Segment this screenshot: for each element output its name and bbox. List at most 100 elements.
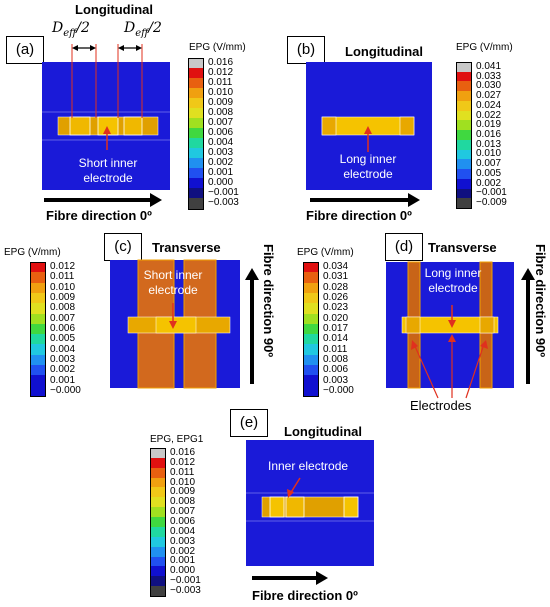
legend-swatch xyxy=(456,110,472,121)
legend-swatch xyxy=(30,272,46,284)
legend-tick-label: 0.006 xyxy=(50,323,76,334)
annotation-c: Short inner electrode xyxy=(143,268,203,297)
legend-swatch xyxy=(150,448,166,460)
legend-swatch xyxy=(456,130,472,141)
legend-tick-label: 0.013 xyxy=(476,138,502,150)
legend-tick-label: 0.010 xyxy=(208,87,234,98)
legend-swatch xyxy=(150,507,166,518)
legend-title-b: EPG (V/mm) xyxy=(456,42,513,53)
legend-tick-label: 0.001 xyxy=(208,167,234,178)
legend-swatch xyxy=(150,467,166,479)
legend-swatch xyxy=(456,169,472,180)
annotation-b: Long inner electrode xyxy=(339,152,397,181)
panel-label-a: (a) xyxy=(6,36,44,64)
legend-swatch xyxy=(150,517,166,528)
legend-tick-label: 0.007 xyxy=(50,312,76,324)
legend-tick-label: 0.007 xyxy=(476,158,502,170)
legend-tick-label: 0.002 xyxy=(50,364,76,376)
legend-title-d: EPG (V/mm) xyxy=(297,247,354,258)
legend-swatch xyxy=(150,536,166,548)
legend-swatch xyxy=(188,168,204,179)
legend-tick-label: −0.000 xyxy=(50,384,81,396)
legend-swatch xyxy=(150,566,166,577)
legend-swatch xyxy=(188,68,204,79)
legend-swatch xyxy=(30,375,46,387)
legend-swatch xyxy=(303,292,319,304)
legend-swatch xyxy=(456,198,472,210)
legend-tick-label: 0.026 xyxy=(323,292,349,304)
legend-tick-label: 0.003 xyxy=(208,147,234,158)
legend-tick-label: −0.000 xyxy=(323,384,354,396)
legend-swatch xyxy=(188,178,204,189)
legend-swatch xyxy=(188,138,204,149)
legend-swatch xyxy=(303,262,319,274)
legend-tick-label: 0.008 xyxy=(208,107,234,118)
legend-tick-label: 0.016 xyxy=(208,57,234,68)
legend-swatch xyxy=(150,576,166,587)
panel-label-d: (d) xyxy=(385,233,423,261)
legend-swatch xyxy=(456,91,472,102)
legend-swatch xyxy=(30,365,46,376)
legend-tick-label: 0.002 xyxy=(208,157,234,168)
legend-swatch xyxy=(150,477,166,488)
legend-swatch xyxy=(150,556,166,567)
legend-tick-label: 0.001 xyxy=(170,555,196,567)
legend-tick-label: 0.030 xyxy=(476,80,502,92)
legend-tick-label: 0.010 xyxy=(170,476,196,488)
deff-label-left: Deff/2 xyxy=(52,20,90,39)
legend-swatch xyxy=(150,497,166,508)
legend-tick-label: 0.012 xyxy=(170,456,196,468)
legend-tick-label: 0.006 xyxy=(323,364,349,376)
legend-tick-label: 0.027 xyxy=(476,90,502,102)
annotation-a: Short inner electrode xyxy=(78,156,138,185)
annotation-e: Inner electrode xyxy=(268,459,349,473)
legend-tick-label: −0.003 xyxy=(170,585,201,597)
legend-tick-label: 0.011 xyxy=(323,343,348,355)
legend-swatch xyxy=(303,375,319,387)
legend-tick-label: 0.016 xyxy=(476,129,502,140)
legend-tick-label: 0.010 xyxy=(50,281,76,293)
legend-title-a: EPG (V/mm) xyxy=(189,42,246,53)
legend-tick-label: 0.010 xyxy=(476,148,502,160)
legend-swatch xyxy=(30,313,46,325)
legend-a: 0.016 0.012 0.011 0.010 0.009 0.008 0.007 0.006… xyxy=(188,57,268,210)
legend-tick-label: 0.017 xyxy=(323,323,349,334)
legend-swatch xyxy=(303,323,319,335)
legend-swatch xyxy=(456,178,472,190)
legend-swatch xyxy=(188,128,204,139)
legend-swatch xyxy=(188,188,204,199)
legend-tick-label: 0.012 xyxy=(208,67,234,78)
legend-swatch xyxy=(188,198,204,210)
legend-tick-label: 0.006 xyxy=(208,127,234,138)
legend-tick-label: 0.003 xyxy=(323,374,349,386)
legend-tick-label: 0.005 xyxy=(50,333,76,345)
legend-tick-label: 0.020 xyxy=(323,312,349,324)
panel-label-e: (e) xyxy=(230,409,268,437)
panel-title-b: Longitudinal xyxy=(345,44,423,59)
legend-swatch xyxy=(188,98,204,109)
panel-title-a: Longitudinal xyxy=(75,2,153,17)
legend-tick-label: 0.028 xyxy=(323,281,349,293)
legend-tick-label: 0.014 xyxy=(323,333,349,345)
legend-tick-label: 0.005 xyxy=(476,167,502,179)
legend-swatch xyxy=(303,354,319,366)
panel-title-e: Longitudinal xyxy=(284,424,362,439)
legend-swatch xyxy=(456,139,472,151)
legend-swatch xyxy=(188,158,204,169)
legend-swatch xyxy=(150,546,166,558)
legend-swatch xyxy=(150,586,166,598)
legend-tick-label: 0.003 xyxy=(50,353,76,365)
legend-tick-label: 0.007 xyxy=(208,117,234,128)
annotation-d: Long inner electrode xyxy=(424,266,482,295)
fibre-direction-b: Fibre direction 0º xyxy=(306,208,412,223)
legend-swatch xyxy=(456,149,472,160)
legend-e: 0.016 0.012 0.011 0.010 0.009 0.008 0.007 0.006… xyxy=(150,446,230,598)
legend-tick-label: 0.016 xyxy=(170,446,196,458)
legend-tick-label: 0.002 xyxy=(476,177,502,189)
fibre-direction-a: Fibre direction 0º xyxy=(46,208,152,223)
legend-tick-label: 0.023 xyxy=(323,302,349,314)
legend-tick-label: −0.001 xyxy=(170,575,201,587)
